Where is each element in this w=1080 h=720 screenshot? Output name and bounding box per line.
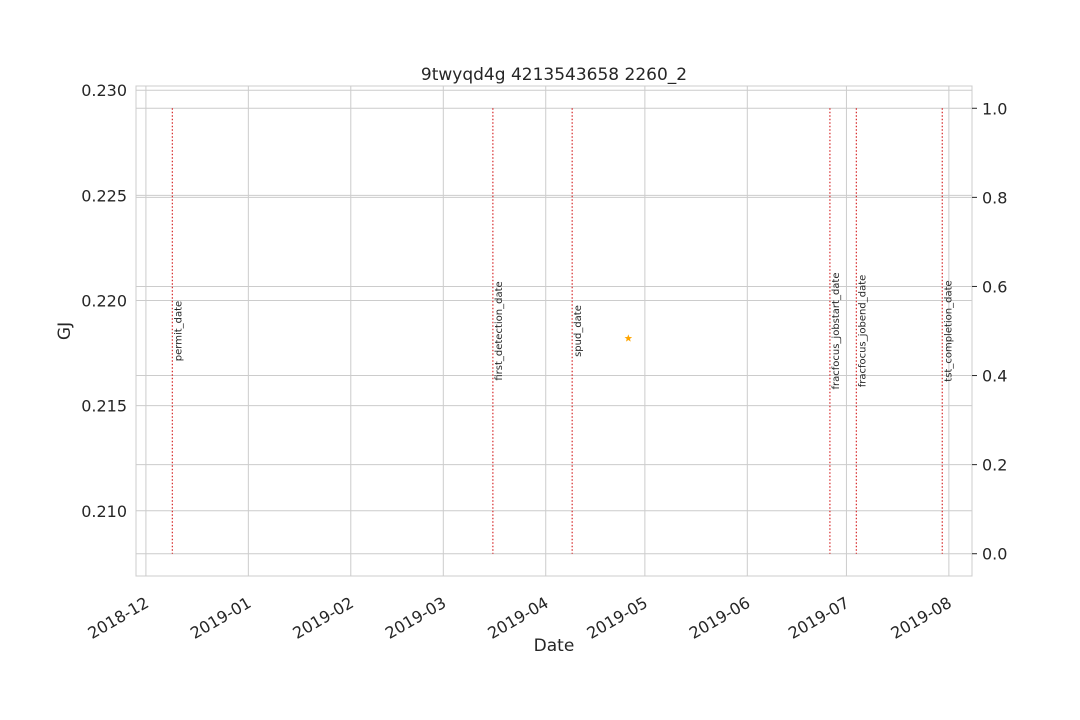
x-axis-ticks: 2018-12 2019-01 2019-02 2019-03 2019-04 2019-…	[85, 593, 955, 643]
chart-title: 9twyqd4g 4213543658 2260_2	[421, 65, 687, 85]
x-tick-label: 2018-12	[85, 593, 152, 643]
x-tick-label: 2019-06	[686, 593, 753, 643]
y-left-tick-label: 0.220	[81, 292, 127, 311]
x-tick-label: 2019-02	[289, 593, 356, 643]
data-points	[624, 334, 633, 342]
event-label: fracfocus_jobstart_date	[831, 272, 842, 389]
y-right-tick-label: 0.8	[982, 188, 1007, 207]
event-label: tst_completion_date	[943, 280, 954, 381]
x-axis-label: Date	[534, 636, 575, 656]
y-left-tick-label: 0.230	[81, 81, 127, 100]
y-left-tick-label: 0.210	[81, 502, 127, 521]
y-right-tick-label: 0.2	[982, 456, 1007, 475]
event-label: spud_date	[573, 305, 584, 357]
grid	[136, 86, 972, 576]
event-label: permit_date	[173, 301, 184, 361]
x-tick-label: 2019-07	[785, 593, 852, 643]
y-right-tick-label: 1.0	[982, 99, 1007, 118]
y-axis-right-ticks: 0.0 0.2 0.4 0.6 0.8 1.0	[972, 99, 1007, 564]
y-left-tick-label: 0.225	[81, 186, 127, 205]
y-axis-label: GJ	[55, 322, 75, 340]
y-right-tick-label: 0.0	[982, 545, 1007, 564]
x-tick-label: 2019-08	[887, 593, 954, 643]
y-right-tick-label: 0.6	[982, 277, 1007, 296]
event-label: first_detection_date	[494, 281, 505, 380]
y-left-tick-label: 0.215	[81, 397, 127, 416]
y-right-tick-label: 0.4	[982, 367, 1007, 386]
x-tick-label: 2019-01	[187, 593, 254, 643]
x-tick-label: 2019-03	[382, 593, 449, 643]
event-lines: permit_date first_detection_date spud_date…	[171, 108, 954, 554]
plot-frame	[135, 85, 973, 577]
data-point-star	[624, 334, 633, 342]
y-axis-left-ticks: 0.210 0.215 0.220 0.225 0.230	[81, 81, 127, 521]
event-label: fracfocus_jobend_date	[857, 275, 868, 388]
x-tick-label: 2019-05	[583, 593, 650, 643]
